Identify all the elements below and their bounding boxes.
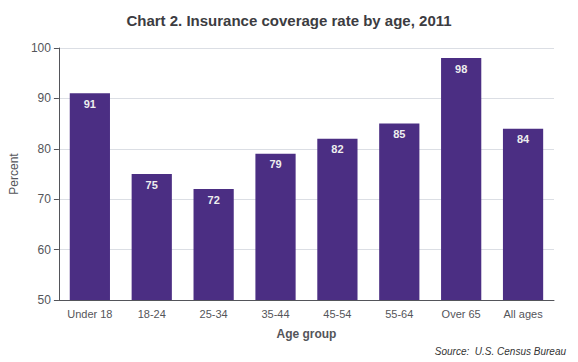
svg-text:55-64: 55-64 bbox=[385, 308, 413, 320]
svg-text:60: 60 bbox=[38, 243, 52, 257]
svg-text:79: 79 bbox=[269, 158, 281, 170]
svg-text:45-54: 45-54 bbox=[323, 308, 351, 320]
svg-text:80: 80 bbox=[38, 142, 52, 156]
svg-text:98: 98 bbox=[455, 63, 467, 75]
svg-text:Chart 2. Insurance coverage ra: Chart 2. Insurance coverage rate by age,… bbox=[126, 12, 451, 29]
svg-text:91: 91 bbox=[84, 98, 96, 110]
svg-text:Over 65: Over 65 bbox=[442, 308, 481, 320]
svg-text:90: 90 bbox=[38, 91, 52, 105]
svg-text:Percent: Percent bbox=[7, 153, 21, 195]
svg-text:25-34: 25-34 bbox=[200, 308, 228, 320]
svg-text:Under 18: Under 18 bbox=[67, 308, 112, 320]
svg-text:50: 50 bbox=[38, 293, 52, 307]
svg-text:35-44: 35-44 bbox=[261, 308, 289, 320]
svg-text:70: 70 bbox=[38, 192, 52, 206]
svg-text:84: 84 bbox=[517, 133, 530, 145]
svg-text:All ages: All ages bbox=[503, 308, 543, 320]
svg-text:85: 85 bbox=[393, 128, 405, 140]
svg-text:18-24: 18-24 bbox=[138, 308, 166, 320]
svg-text:100: 100 bbox=[31, 41, 51, 55]
svg-text:Age group: Age group bbox=[276, 327, 336, 341]
svg-text:75: 75 bbox=[146, 179, 158, 191]
svg-text:Source: U.S. Census Bureau: Source: U.S. Census Bureau bbox=[435, 346, 567, 357]
svg-text:82: 82 bbox=[331, 143, 343, 155]
svg-text:72: 72 bbox=[208, 194, 220, 206]
